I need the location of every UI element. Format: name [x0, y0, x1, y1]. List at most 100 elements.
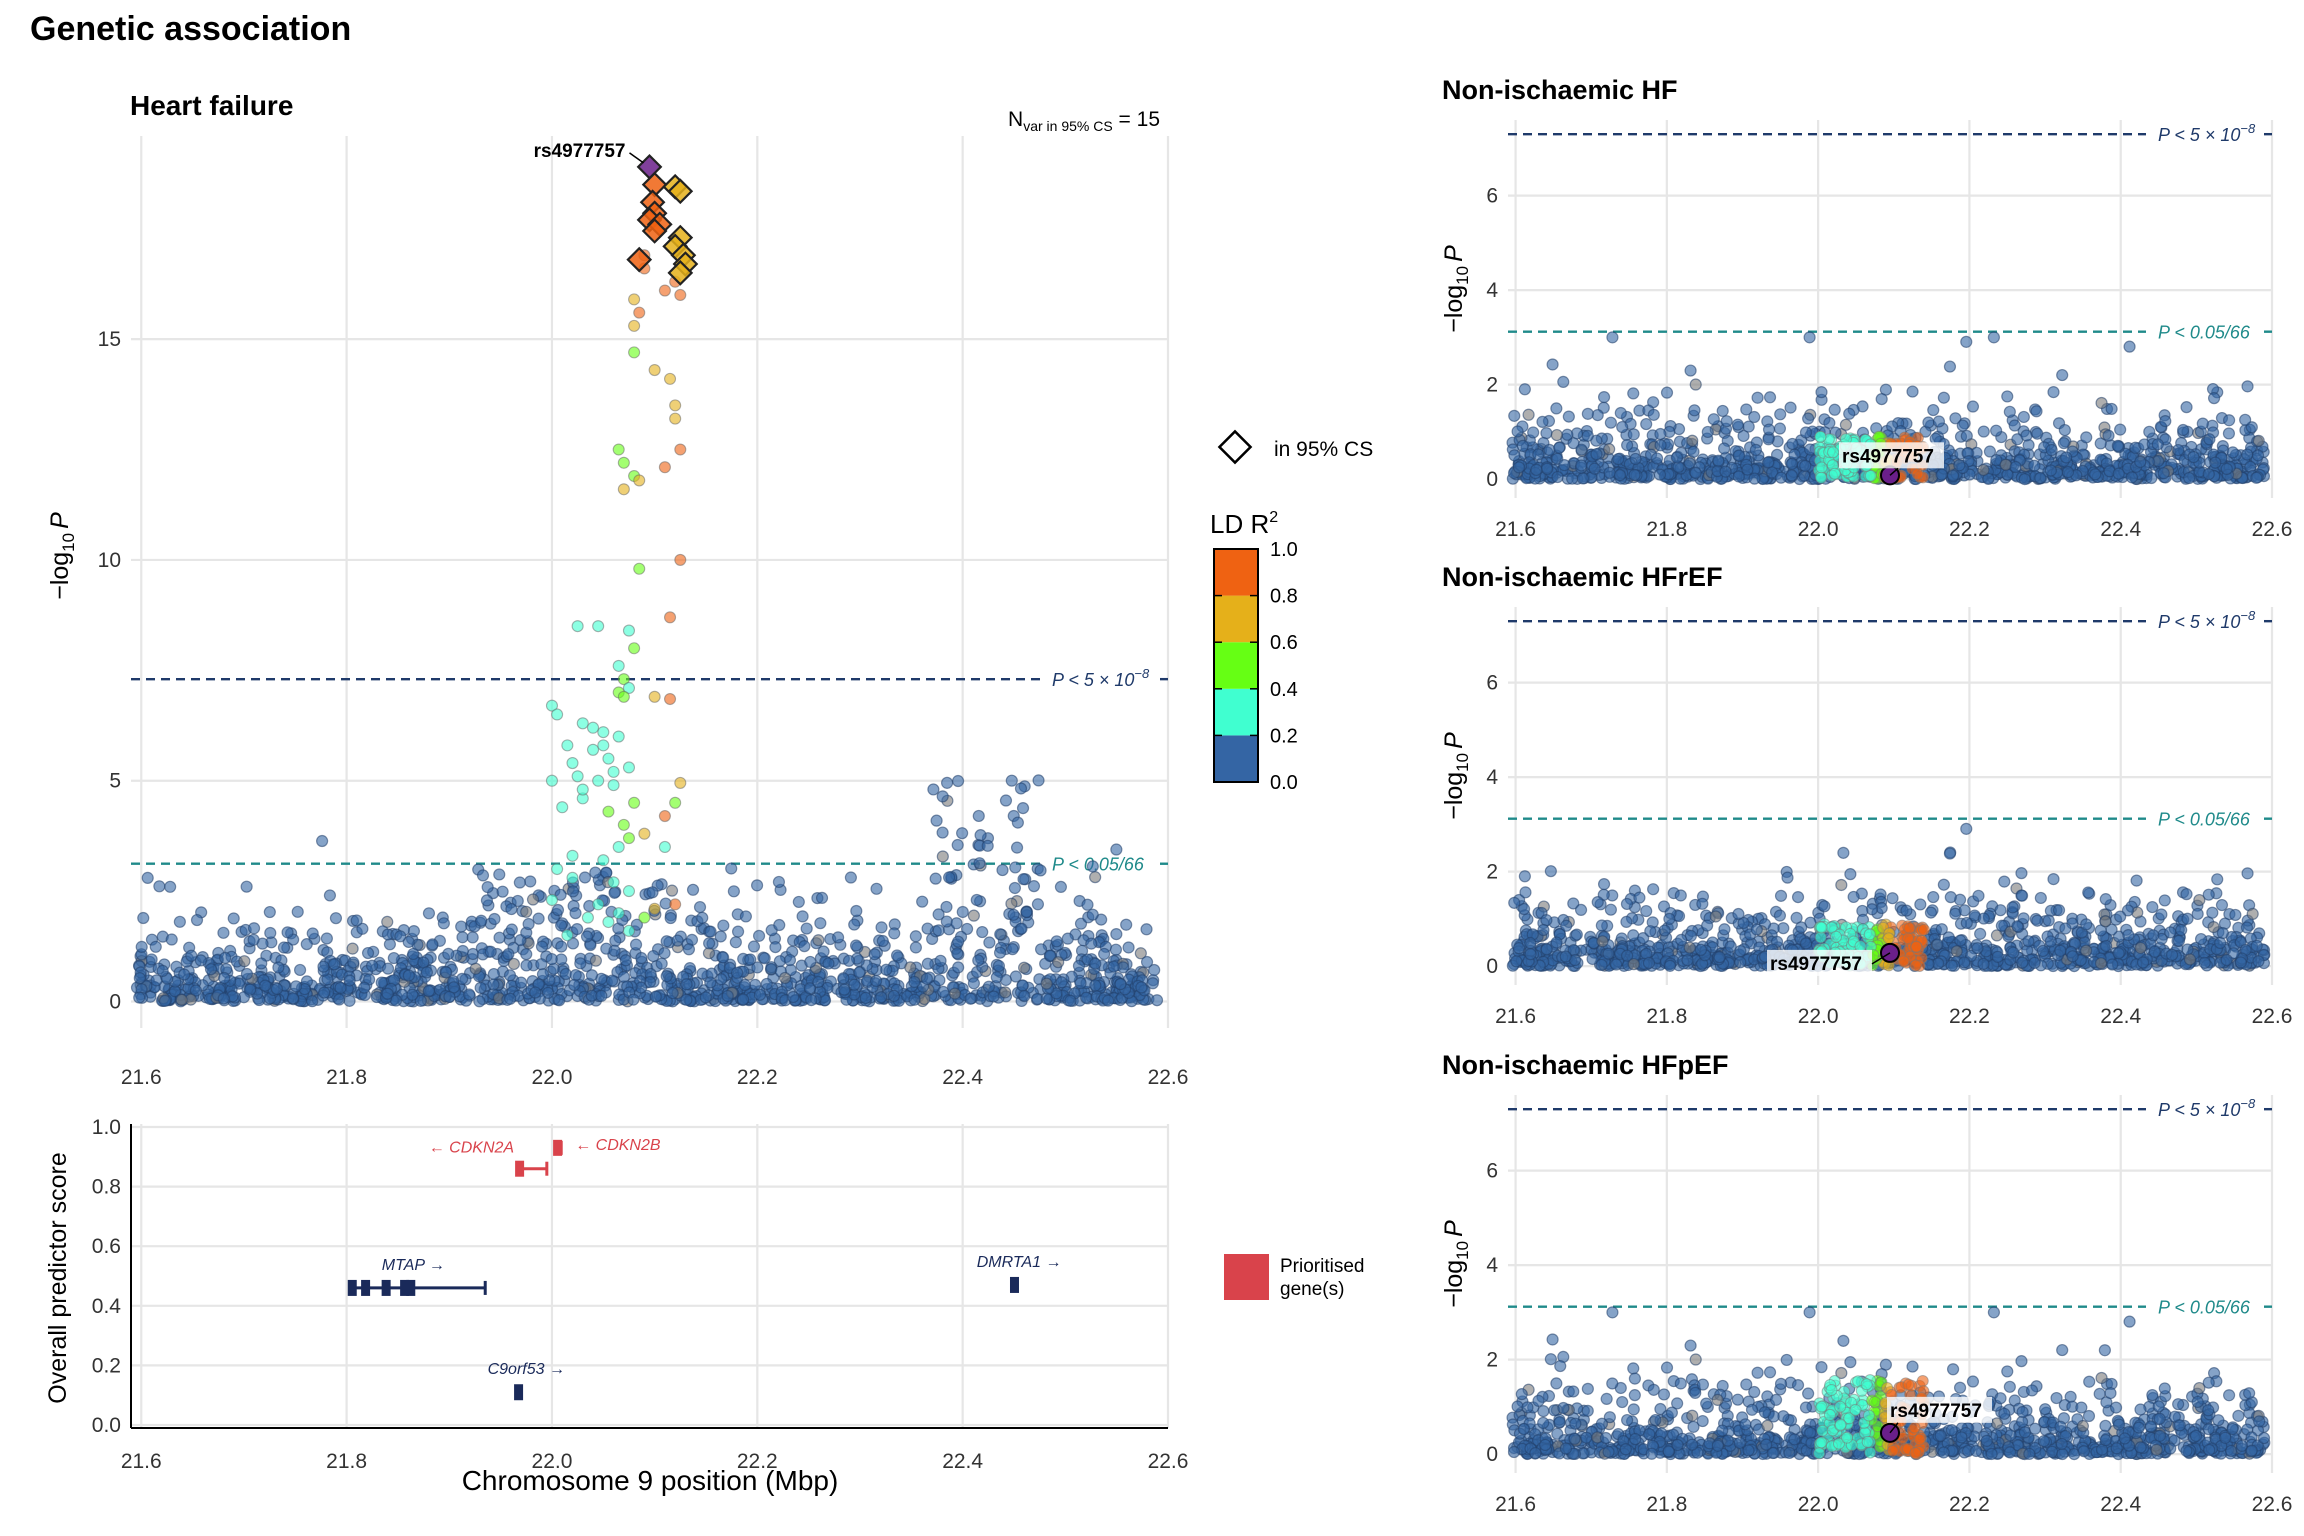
variant-point [2052, 904, 2066, 917]
variant-point-ld [1863, 928, 1876, 941]
variant-point [1627, 958, 1640, 971]
variant-point [1696, 897, 1709, 910]
variant-point [272, 961, 285, 974]
variant-point [772, 875, 786, 889]
y-tick-label: 1.0 [92, 1116, 121, 1139]
variant-point [1614, 406, 1627, 420]
variant-point [2211, 873, 2224, 886]
variant-point [407, 947, 420, 961]
right-panel-title: Non-ischaemic HFpEF [1442, 1050, 1729, 1080]
variant-point [481, 881, 494, 894]
variant-point [1701, 919, 1714, 932]
variant-point [1734, 956, 1747, 969]
variant-point [1604, 903, 1617, 916]
bonferroni-threshold-label: P < 0.05/66 [2158, 1298, 2251, 1318]
variant-point [2098, 1344, 2111, 1357]
gene-exon [406, 1279, 416, 1296]
ld-colorbar-tick-label: 0.4 [1270, 679, 1298, 701]
variant-point [507, 957, 520, 971]
ld-colorbar-tick-label: 0.2 [1270, 725, 1298, 747]
right-panel-1: Non-ischaemic HFP < 5 × 10−8P < 0.05/66r… [1440, 75, 2292, 541]
variant-point [175, 993, 188, 1007]
variant-point [2196, 417, 2209, 430]
variant-point-ld [597, 739, 610, 752]
variant-point [2180, 888, 2193, 901]
variant-point [627, 993, 640, 1006]
variant-point-ld [658, 284, 671, 297]
y-tick-label: 0 [1486, 955, 1498, 978]
variant-point [2112, 467, 2125, 480]
variant-point [1734, 944, 1747, 958]
variant-point [739, 910, 753, 923]
variant-point [1707, 413, 1720, 426]
x-tick-label: 22.2 [1949, 1005, 1990, 1028]
variant-point [300, 938, 313, 951]
variant-point [286, 992, 300, 1005]
right-panel-y-axis-label: −log10P [1440, 245, 1472, 333]
variant-point [218, 971, 231, 985]
variant-point [2100, 939, 2113, 953]
variant-point-ld [1903, 922, 1916, 935]
variant-point [1795, 921, 1808, 934]
variant-point [2220, 462, 2233, 475]
variant-point [156, 964, 169, 977]
gene-track-gridlines [131, 1124, 1170, 1428]
variant-point [1524, 948, 1537, 961]
credible-set-count-value: = 15 [1113, 108, 1160, 131]
variant-point [956, 905, 969, 919]
x-tick-label: 22.6 [1148, 1066, 1189, 1089]
x-tick-label: 21.6 [121, 1450, 162, 1473]
variant-point [2183, 471, 2196, 485]
variant-point-ld [561, 929, 574, 942]
variant-point [1675, 933, 1688, 946]
gene-track-y-ticks: 0.00.20.40.60.81.0 [92, 1116, 122, 1437]
variant-point [1031, 898, 1045, 911]
variant-point [1987, 1306, 2000, 1319]
variant-point [1803, 1306, 1816, 1319]
x-tick-label: 22.4 [2100, 518, 2141, 541]
variant-point [281, 926, 294, 939]
variant-point [503, 969, 517, 982]
variant-point [217, 926, 230, 939]
variant-point [2165, 948, 2179, 961]
variant-point [1519, 886, 1532, 899]
variant-point [859, 991, 872, 1005]
variant-point [1089, 979, 1102, 992]
variant-point [559, 967, 572, 981]
variant-point [1620, 915, 1633, 928]
variant-point [1663, 912, 1676, 926]
variant-point [1944, 891, 1957, 904]
variant-point [153, 880, 166, 893]
variant-point [649, 990, 662, 1003]
variant-point [904, 961, 917, 974]
variant-point [849, 939, 863, 952]
variant-point-ld [633, 562, 646, 575]
variant-point [936, 826, 949, 839]
variant-point [270, 982, 284, 995]
variant-point [204, 963, 218, 976]
variant-point [993, 946, 1007, 959]
variant-point [1815, 386, 1828, 399]
variant-point [682, 943, 696, 956]
variant-point-ld [556, 801, 569, 814]
variant-point [473, 995, 486, 1008]
variant-point [133, 991, 146, 1004]
variant-point [1900, 904, 1913, 917]
x-tick-label: 21.8 [1646, 518, 1687, 541]
lead-variant-label: rs4977757 [1770, 954, 1862, 975]
variant-point [2030, 405, 2043, 418]
ld-legend-title-sup: 2 [1269, 509, 1278, 526]
variant-point [658, 947, 671, 960]
variant-point [406, 988, 419, 1001]
variant-point [1540, 943, 1553, 956]
y-tick-label: 6 [1486, 672, 1498, 695]
variant-point [2193, 893, 2206, 907]
variant-point [727, 885, 740, 898]
variant-point [1517, 902, 1531, 916]
variant-point [1591, 409, 1604, 422]
variant-point [447, 981, 460, 994]
variant-point [2054, 944, 2067, 957]
variant-point [2020, 429, 2033, 442]
variant-point [580, 930, 594, 943]
variant-point [1574, 903, 1588, 917]
